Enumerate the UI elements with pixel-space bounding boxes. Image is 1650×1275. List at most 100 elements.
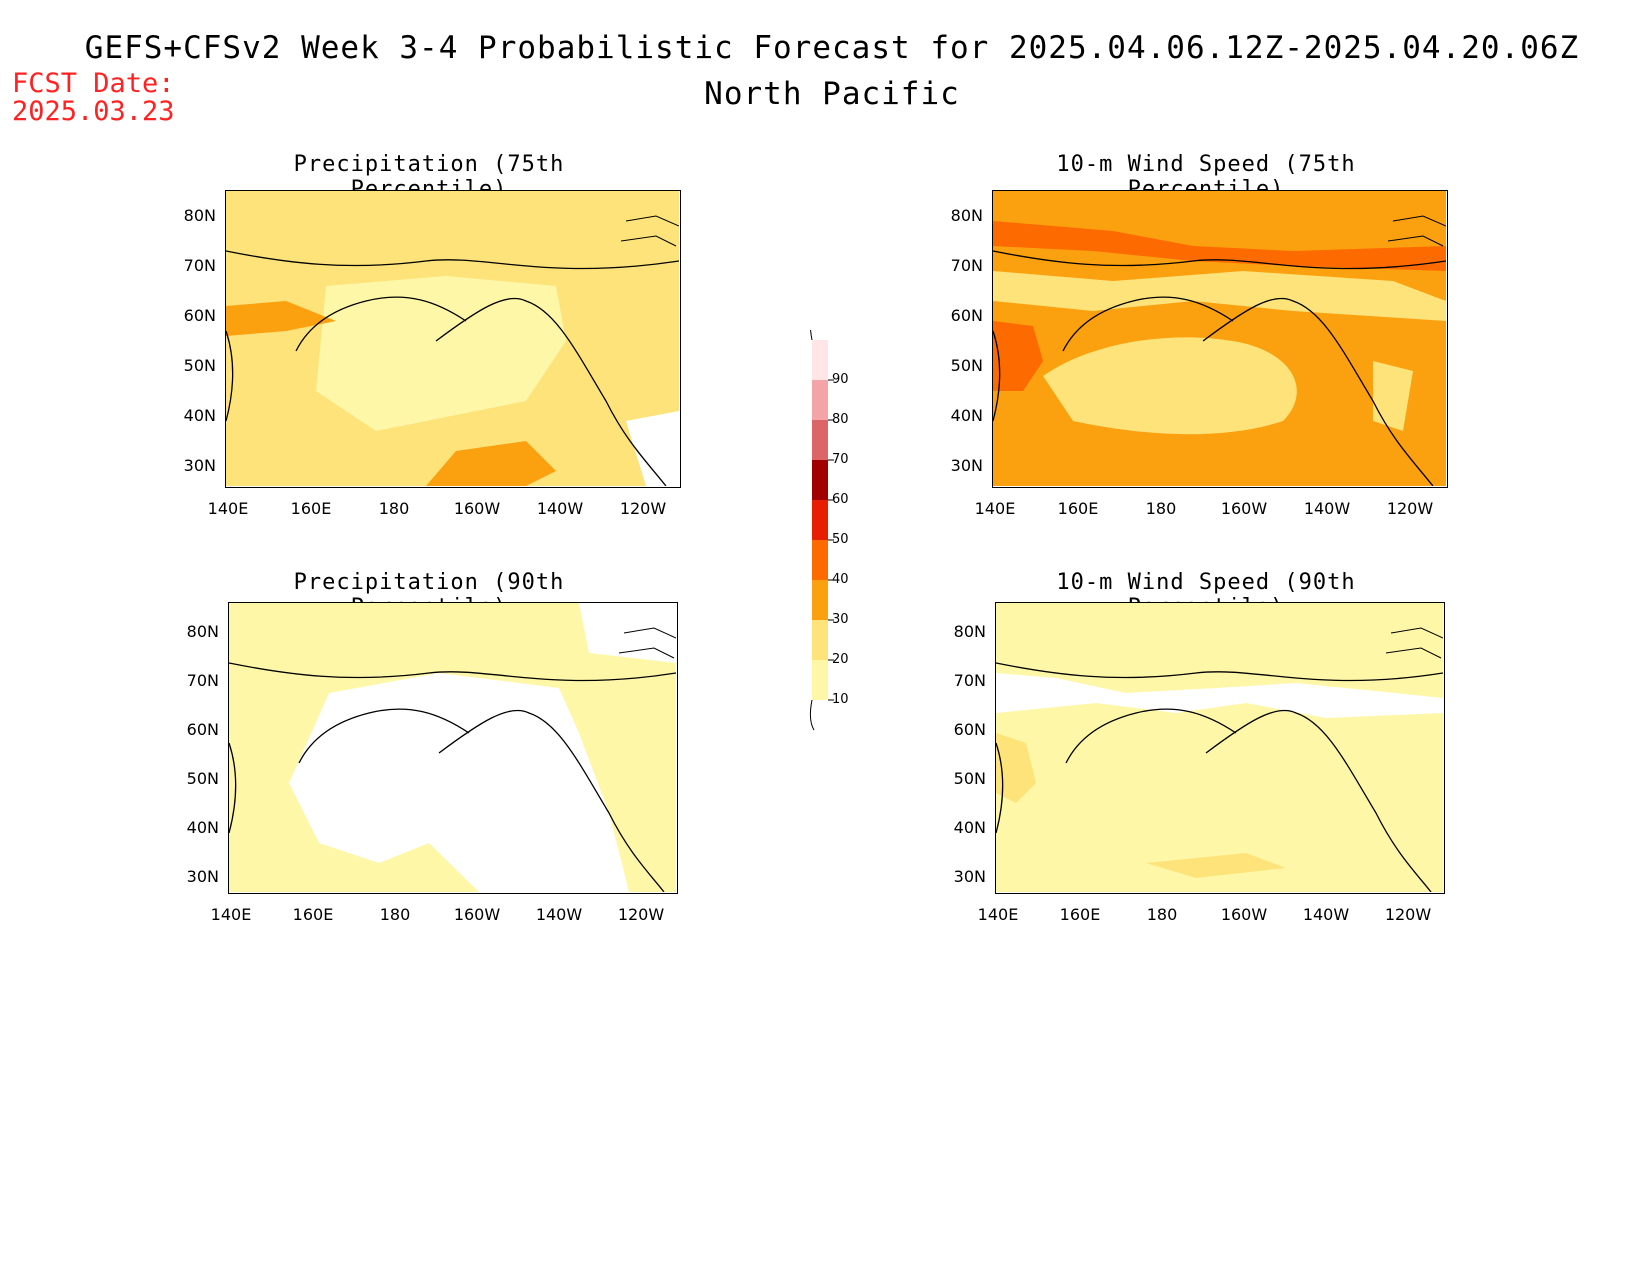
lat-tick-label: 50N [186,769,219,788]
map-precip-75 [225,190,681,488]
lat-tick-label: 40N [186,818,219,837]
high-probability-region [426,441,556,486]
map-wind-75 [992,190,1448,488]
arctic-islands [618,627,676,659]
lat-tick-label: 40N [950,406,983,425]
lat-tick-label: 80N [183,206,216,225]
lat-tick-label: 30N [950,456,983,475]
main-title: GEFS+CFSv2 Week 3-4 Probabilistic Foreca… [84,30,1580,66]
lon-tick-label: 180 [1145,499,1177,518]
low-probability-region [316,276,566,431]
colorbar-tick-label: 60 [832,492,849,507]
colorbar-segment [812,540,828,580]
arctic-coastline [226,250,679,270]
lon-tick-label: 160E [292,905,334,924]
asian-coastline [1062,296,1234,352]
lon-tick-label: 160E [290,499,332,518]
american-coastline [1202,297,1434,486]
lat-tick-label: 50N [953,769,986,788]
colorbar-tick-label: 80 [832,412,849,427]
colorbar-top-arrow [810,330,813,341]
arctic-islands [1385,627,1443,659]
lat-tick-label: 70N [186,671,219,690]
map-precip-90 [228,602,678,894]
lon-tick-label: 120W [1384,905,1432,924]
lat-tick-label: 80N [186,622,219,641]
no-data-region [626,411,679,486]
lat-tick-label: 80N [953,622,986,641]
moderate-wind-region [1043,337,1297,435]
lon-tick-label: 120W [1386,499,1434,518]
asian-coastline [298,708,470,764]
arctic-coastline [996,662,1443,682]
lat-tick-label: 30N [953,867,986,886]
lon-tick-label: 180 [1146,905,1178,924]
lon-tick-label: 140E [207,499,249,518]
lat-tick-label: 60N [186,720,219,739]
colorbar-segment [812,580,828,620]
asian-coastline [1065,708,1237,764]
lon-tick-label: 140W [535,905,583,924]
lon-tick-label: 140E [977,905,1019,924]
japan-coastline [993,330,1001,422]
american-coastline [1205,709,1432,892]
high-probability-region [226,301,336,336]
lon-tick-label: 180 [378,499,410,518]
colorbar-tick-label: 40 [832,572,849,587]
colorbar-tick-label: 10 [832,692,849,707]
colorbar-tick-label: 70 [832,452,849,467]
lat-tick-label: 50N [183,356,216,375]
high-wind-region [993,321,1043,391]
arctic-islands [1387,215,1446,247]
lon-tick-label: 160W [453,499,501,518]
map-field-base [996,603,1443,892]
moderate-wind-region [1146,853,1286,878]
lat-tick-label: 60N [953,720,986,739]
asian-coastline [295,296,467,352]
lat-tick-label: 30N [186,867,219,886]
colorbar-tick-label: 20 [832,652,849,667]
colorbar-tick-label: 50 [832,532,849,547]
map-wind-90 [995,602,1445,894]
lon-tick-label: 160W [1220,499,1268,518]
colorbar-segment [812,460,828,500]
fcst-date-value: 2025.03.23 [12,96,175,127]
moderate-wind-region [996,733,1036,803]
lon-tick-label: 160E [1057,499,1099,518]
lat-tick-label: 60N [950,306,983,325]
lon-tick-label: 180 [379,905,411,924]
colorbar-segment [812,500,828,540]
lat-tick-label: 40N [183,406,216,425]
arctic-coastline [229,662,676,682]
colorbar-tick-label: 30 [832,612,849,627]
lon-tick-label: 140E [210,905,252,924]
colorbar-segment [812,340,828,380]
moderate-wind-band [993,271,1446,321]
lat-tick-label: 40N [953,818,986,837]
lat-tick-label: 30N [183,456,216,475]
moderate-wind-region [1373,361,1413,431]
lat-tick-label: 70N [953,671,986,690]
panel-title-precip-75: Precipitation (75th Percentile) [293,152,565,202]
no-data-region [289,673,629,892]
lon-tick-label: 120W [619,499,667,518]
japan-coastline [996,742,1004,834]
lat-tick-label: 60N [183,306,216,325]
colorbar-tick-label: 90 [832,372,849,387]
lon-tick-label: 140E [974,499,1016,518]
lon-tick-label: 140W [1303,499,1351,518]
lat-tick-label: 80N [950,206,983,225]
lat-tick-label: 50N [950,356,983,375]
colorbar-segment [812,380,828,420]
fcst-date-label: FCST Date: [12,68,175,99]
colorbar-segment [812,420,828,460]
lon-tick-label: 140W [536,499,584,518]
arctic-islands [620,215,679,247]
lon-tick-label: 160E [1059,905,1101,924]
lon-tick-label: 140W [1302,905,1350,924]
japan-coastline [226,330,234,422]
lat-tick-label: 70N [183,256,216,275]
japan-coastline [229,742,237,834]
region-subtitle: North Pacific [704,76,960,112]
arctic-coastline [993,250,1446,270]
